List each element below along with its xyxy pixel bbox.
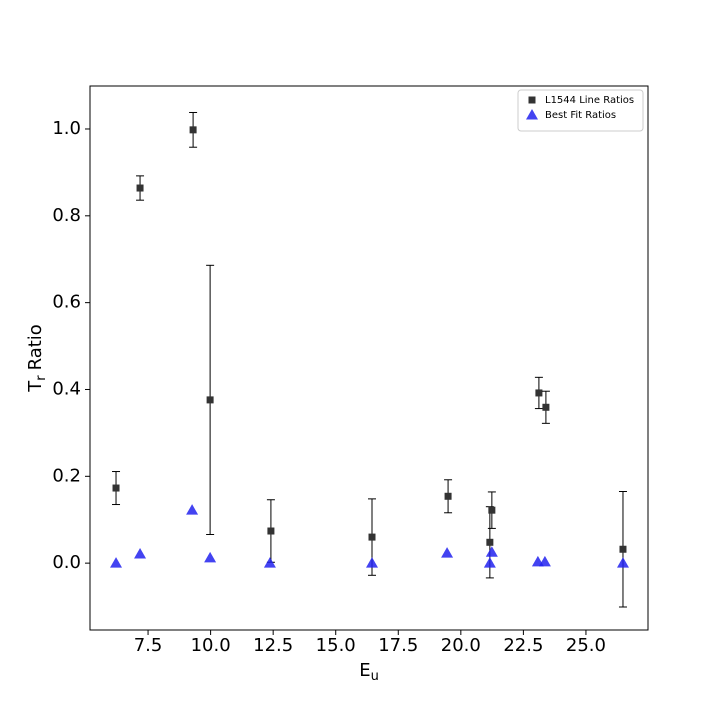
legend-marker: [526, 109, 538, 120]
data-point: [444, 492, 452, 500]
data-point: [486, 538, 494, 546]
x-tick-label: 17.5: [378, 635, 418, 656]
y-tick-label: 1.0: [52, 118, 81, 139]
data-point: [206, 396, 214, 404]
data-point: [189, 126, 197, 134]
legend-box: [517, 89, 644, 132]
y-tick-label: 0.2: [52, 465, 81, 486]
plot-frame: [89, 85, 649, 631]
legend-marker: [528, 96, 536, 104]
data-point: [535, 389, 543, 397]
data-point: [134, 548, 147, 559]
data-point: [366, 557, 379, 568]
y-axis-label: TrRatio: [25, 324, 49, 393]
data-point: [368, 533, 376, 541]
y-tick-label: 0.6: [52, 292, 81, 313]
x-tick-label: 22.5: [503, 635, 543, 656]
x-tick-label: 12.5: [253, 635, 293, 656]
data-point: [267, 527, 275, 535]
x-tick-label: 15.0: [316, 635, 356, 656]
data-point: [186, 504, 199, 515]
data-point: [110, 557, 123, 568]
data-point: [616, 557, 629, 568]
data-point: [619, 545, 627, 553]
x-tick-label: 10.0: [191, 635, 231, 656]
y-tick-label: 0.0: [52, 552, 81, 573]
data-point: [488, 506, 496, 514]
x-tick-label: 7.5: [134, 635, 163, 656]
data-point: [485, 546, 498, 557]
data-point: [441, 547, 454, 558]
x-tick-label: 20.0: [441, 635, 481, 656]
x-tick-label: 25.0: [566, 635, 606, 656]
legend-label: L1544 Line Ratios: [545, 95, 634, 106]
legend-label: Best Fit Ratios: [545, 110, 616, 121]
x-axis-label: Eu: [359, 660, 379, 684]
data-point: [136, 184, 144, 192]
data-point: [542, 403, 550, 411]
y-tick-label: 0.8: [52, 205, 81, 226]
y-tick-label: 0.4: [52, 378, 81, 399]
data-point: [204, 551, 217, 563]
data-point: [263, 557, 276, 568]
data-point: [483, 557, 496, 568]
data-point: [538, 555, 551, 567]
data-point: [112, 484, 120, 492]
